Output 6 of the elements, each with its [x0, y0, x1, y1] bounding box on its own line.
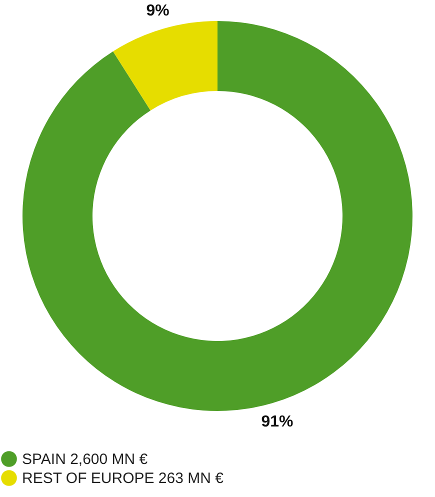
legend-label: SPAIN 2,600 MN €	[22, 451, 148, 468]
donut-slice	[22, 21, 412, 411]
legend-label: REST OF EUROPE 263 MN €	[22, 470, 224, 487]
donut-slice	[113, 21, 218, 110]
data-label: 9%	[146, 2, 170, 20]
data-label: 91%	[261, 414, 294, 431]
